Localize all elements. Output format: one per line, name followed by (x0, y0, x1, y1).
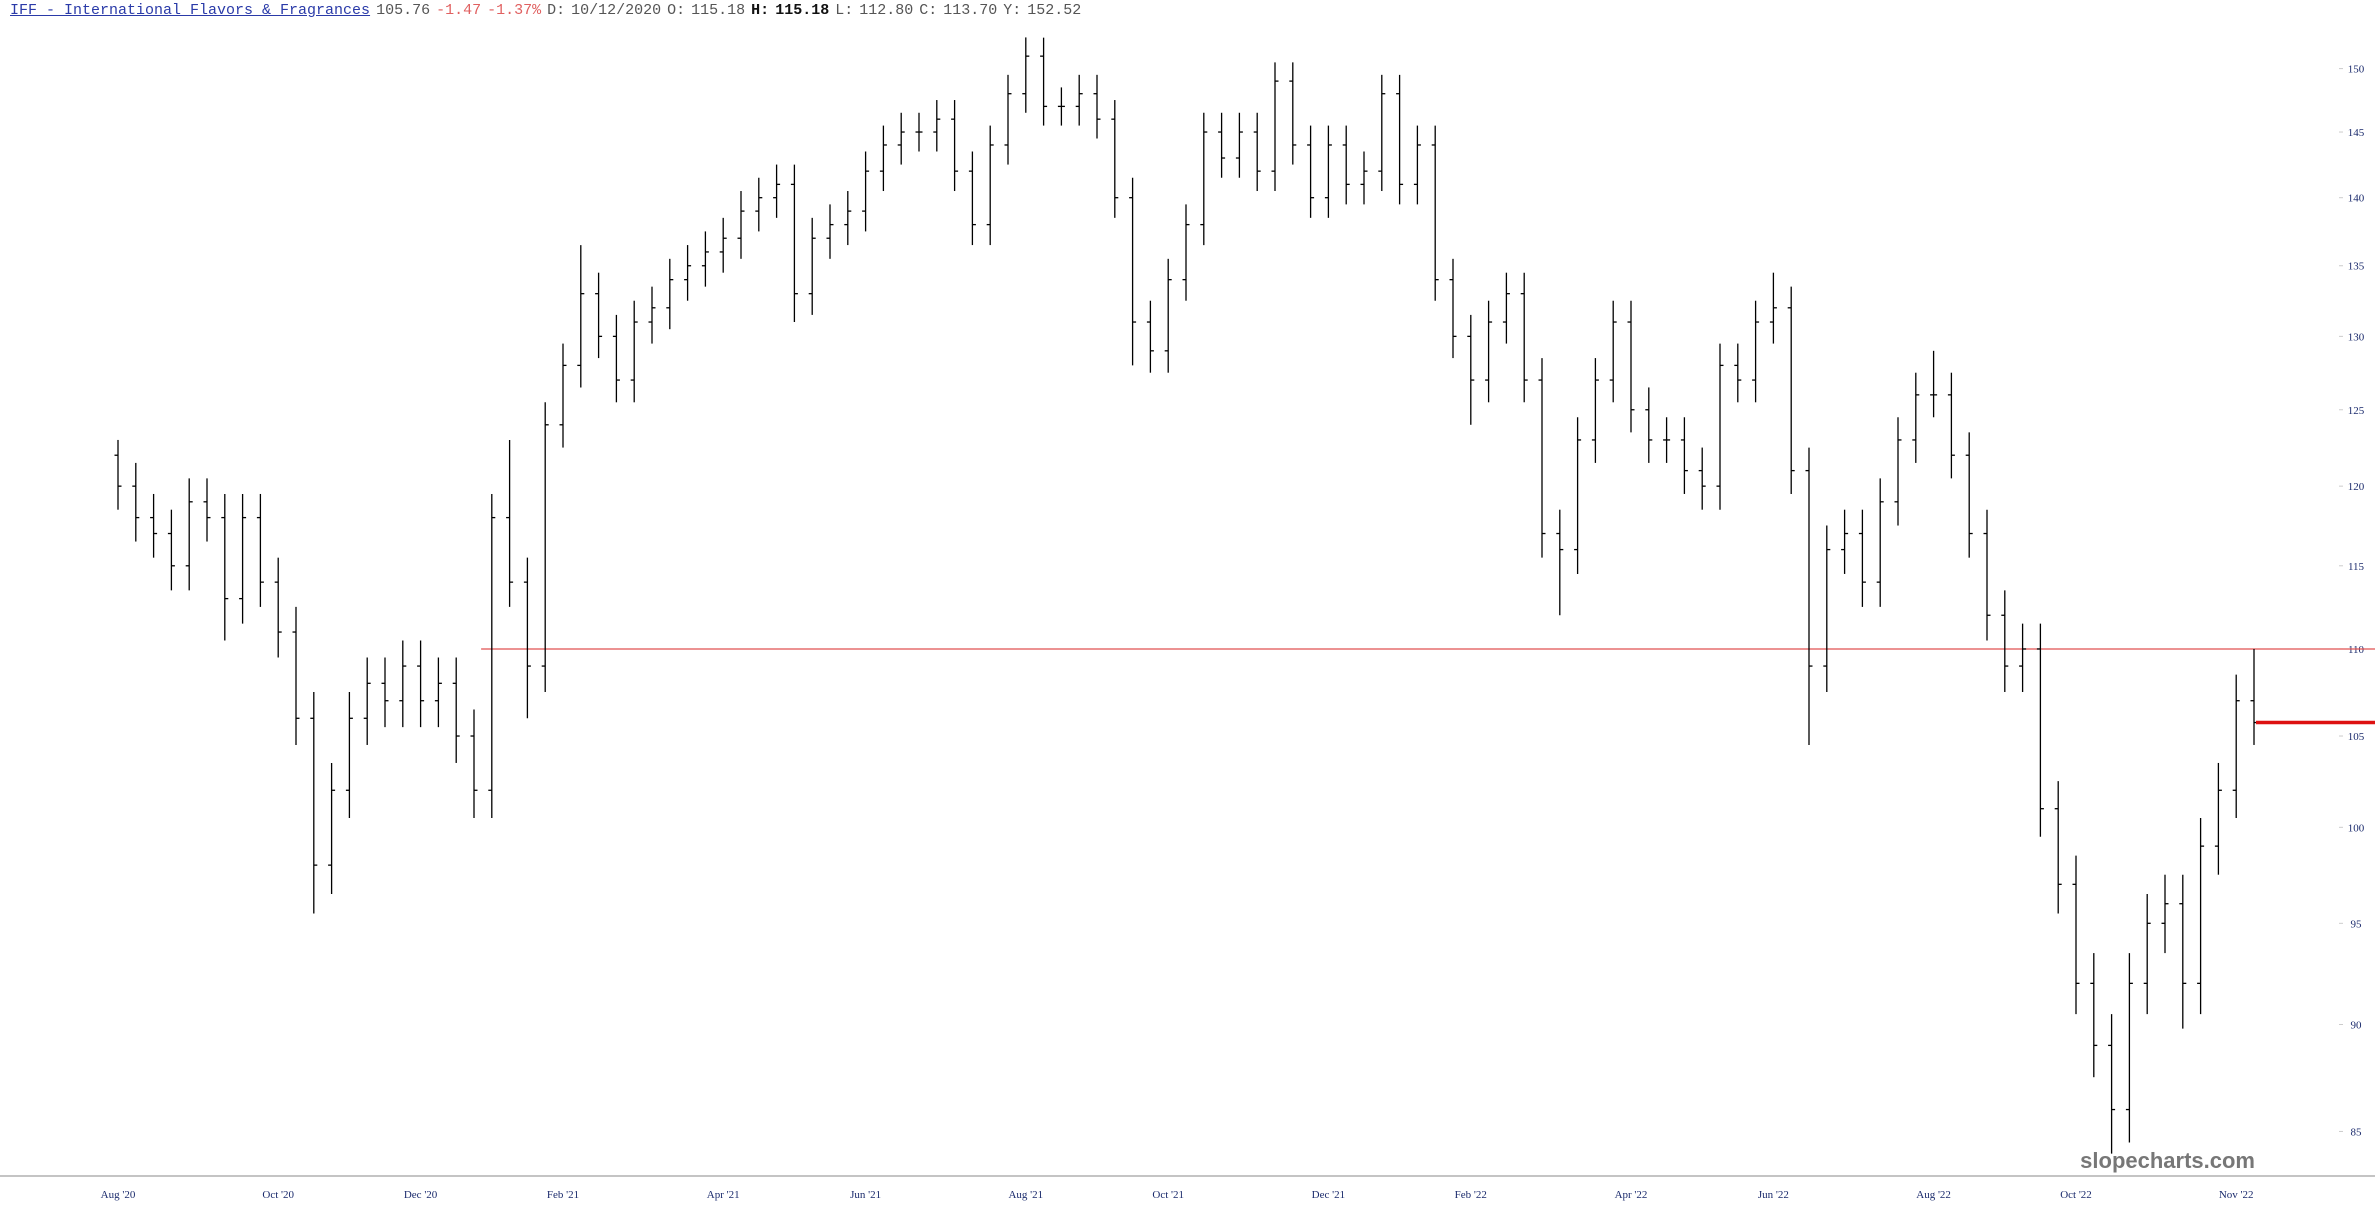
y-tick-label: 105 (2348, 731, 2365, 743)
x-tick-label: Apr '21 (707, 1189, 740, 1201)
x-tick-label: Oct '20 (262, 1189, 294, 1201)
year-high: 152.52 (1027, 2, 1082, 19)
x-tick-label: Apr '22 (1615, 1189, 1648, 1201)
y-tick-label: 135 (2348, 261, 2365, 273)
x-tick-label: Aug '20 (101, 1189, 136, 1201)
y-tick-label: 145 (2348, 127, 2365, 139)
y-tick-label: 85 (2351, 1126, 2363, 1138)
open: 115.18 (691, 2, 746, 19)
close: 113.70 (943, 2, 998, 19)
change-pct: -1.37% (487, 2, 542, 19)
y-tick-label: 110 (2348, 644, 2365, 656)
x-tick-label: Oct '22 (2060, 1189, 2092, 1201)
label: C: (919, 2, 938, 19)
x-tick-label: Jun '22 (1758, 1189, 1789, 1201)
label: H: (751, 2, 770, 19)
y-tick-label: 130 (2348, 331, 2365, 343)
y-tick-label: 95 (2351, 918, 2363, 930)
header: IFF - International Flavors & Fragrances… (10, 2, 1087, 19)
x-tick-label: Feb '22 (1455, 1189, 1487, 1201)
change: -1.47 (436, 2, 482, 19)
symbol-name[interactable]: IFF - International Flavors & Fragrances (10, 2, 371, 19)
y-tick-label: 125 (2348, 405, 2365, 417)
label: Y: (1003, 2, 1022, 19)
y-tick-label: 100 (2348, 822, 2365, 834)
y-tick-label: 115 (2348, 561, 2365, 573)
x-tick-label: Dec '20 (404, 1189, 438, 1201)
y-tick-label: 140 (2348, 193, 2365, 205)
watermark: slopecharts.com (2080, 1148, 2255, 1173)
low: 112.80 (859, 2, 914, 19)
price: 105.76 (376, 2, 431, 19)
label: L: (835, 2, 854, 19)
x-tick-label: Jun '21 (850, 1189, 881, 1201)
x-tick-label: Aug '21 (1008, 1189, 1043, 1201)
y-tick-label: 90 (2351, 1019, 2363, 1031)
y-tick-label: 150 (2348, 64, 2365, 76)
x-tick-label: Feb '21 (547, 1189, 579, 1201)
x-tick-label: Nov '22 (2219, 1189, 2254, 1201)
date: 10/12/2020 (571, 2, 662, 19)
label: D: (547, 2, 566, 19)
x-tick-label: Oct '21 (1152, 1189, 1184, 1201)
high: 115.18 (775, 2, 830, 19)
x-tick-label: Aug '22 (1916, 1189, 1951, 1201)
x-tick-label: Dec '21 (1312, 1189, 1345, 1201)
label: O: (667, 2, 686, 19)
y-tick-label: 120 (2348, 481, 2365, 493)
